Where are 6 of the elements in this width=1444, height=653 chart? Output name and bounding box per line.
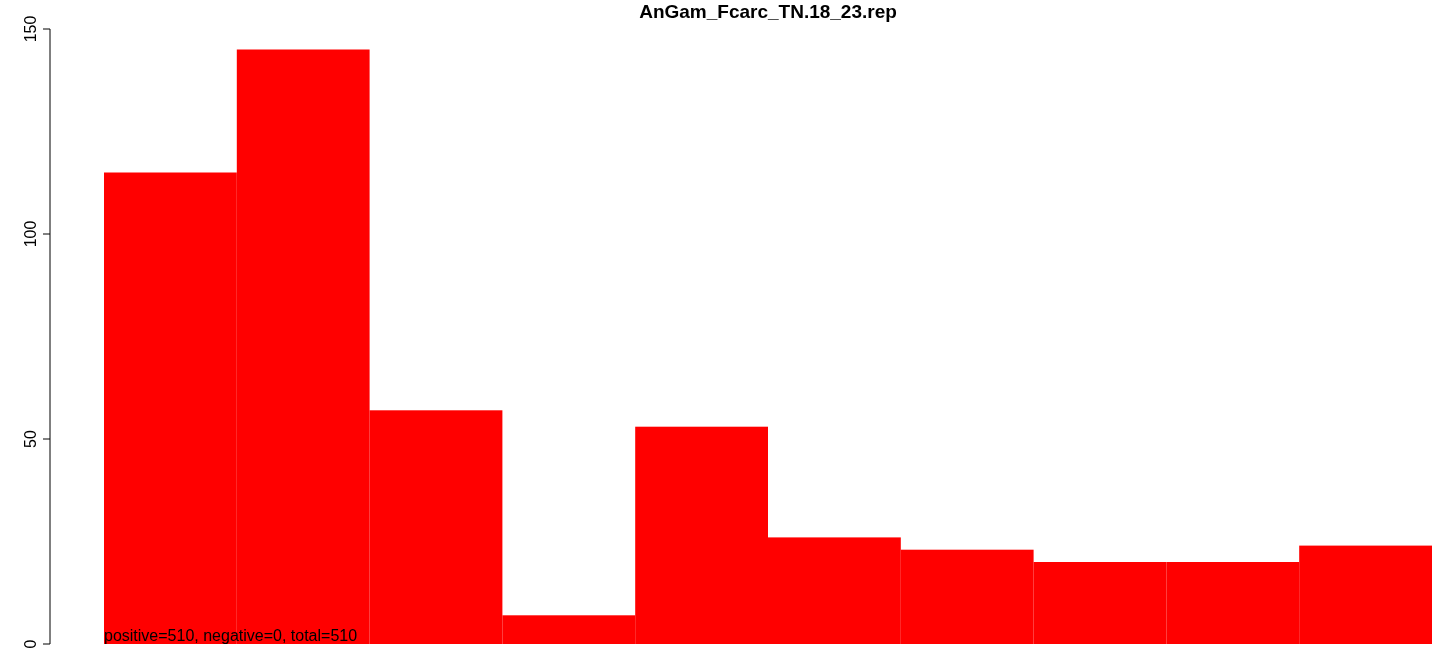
annotation: positive=510, negative=0, total=510 [104,627,358,644]
y-tick-label: 50 [22,430,39,448]
y-tick-label: 150 [22,15,39,43]
y-tick-label: 100 [22,220,39,248]
y-tick-label: 0 [22,639,39,649]
chart-title: AnGam_Fcarc_TN.18_23.rep [639,1,897,22]
